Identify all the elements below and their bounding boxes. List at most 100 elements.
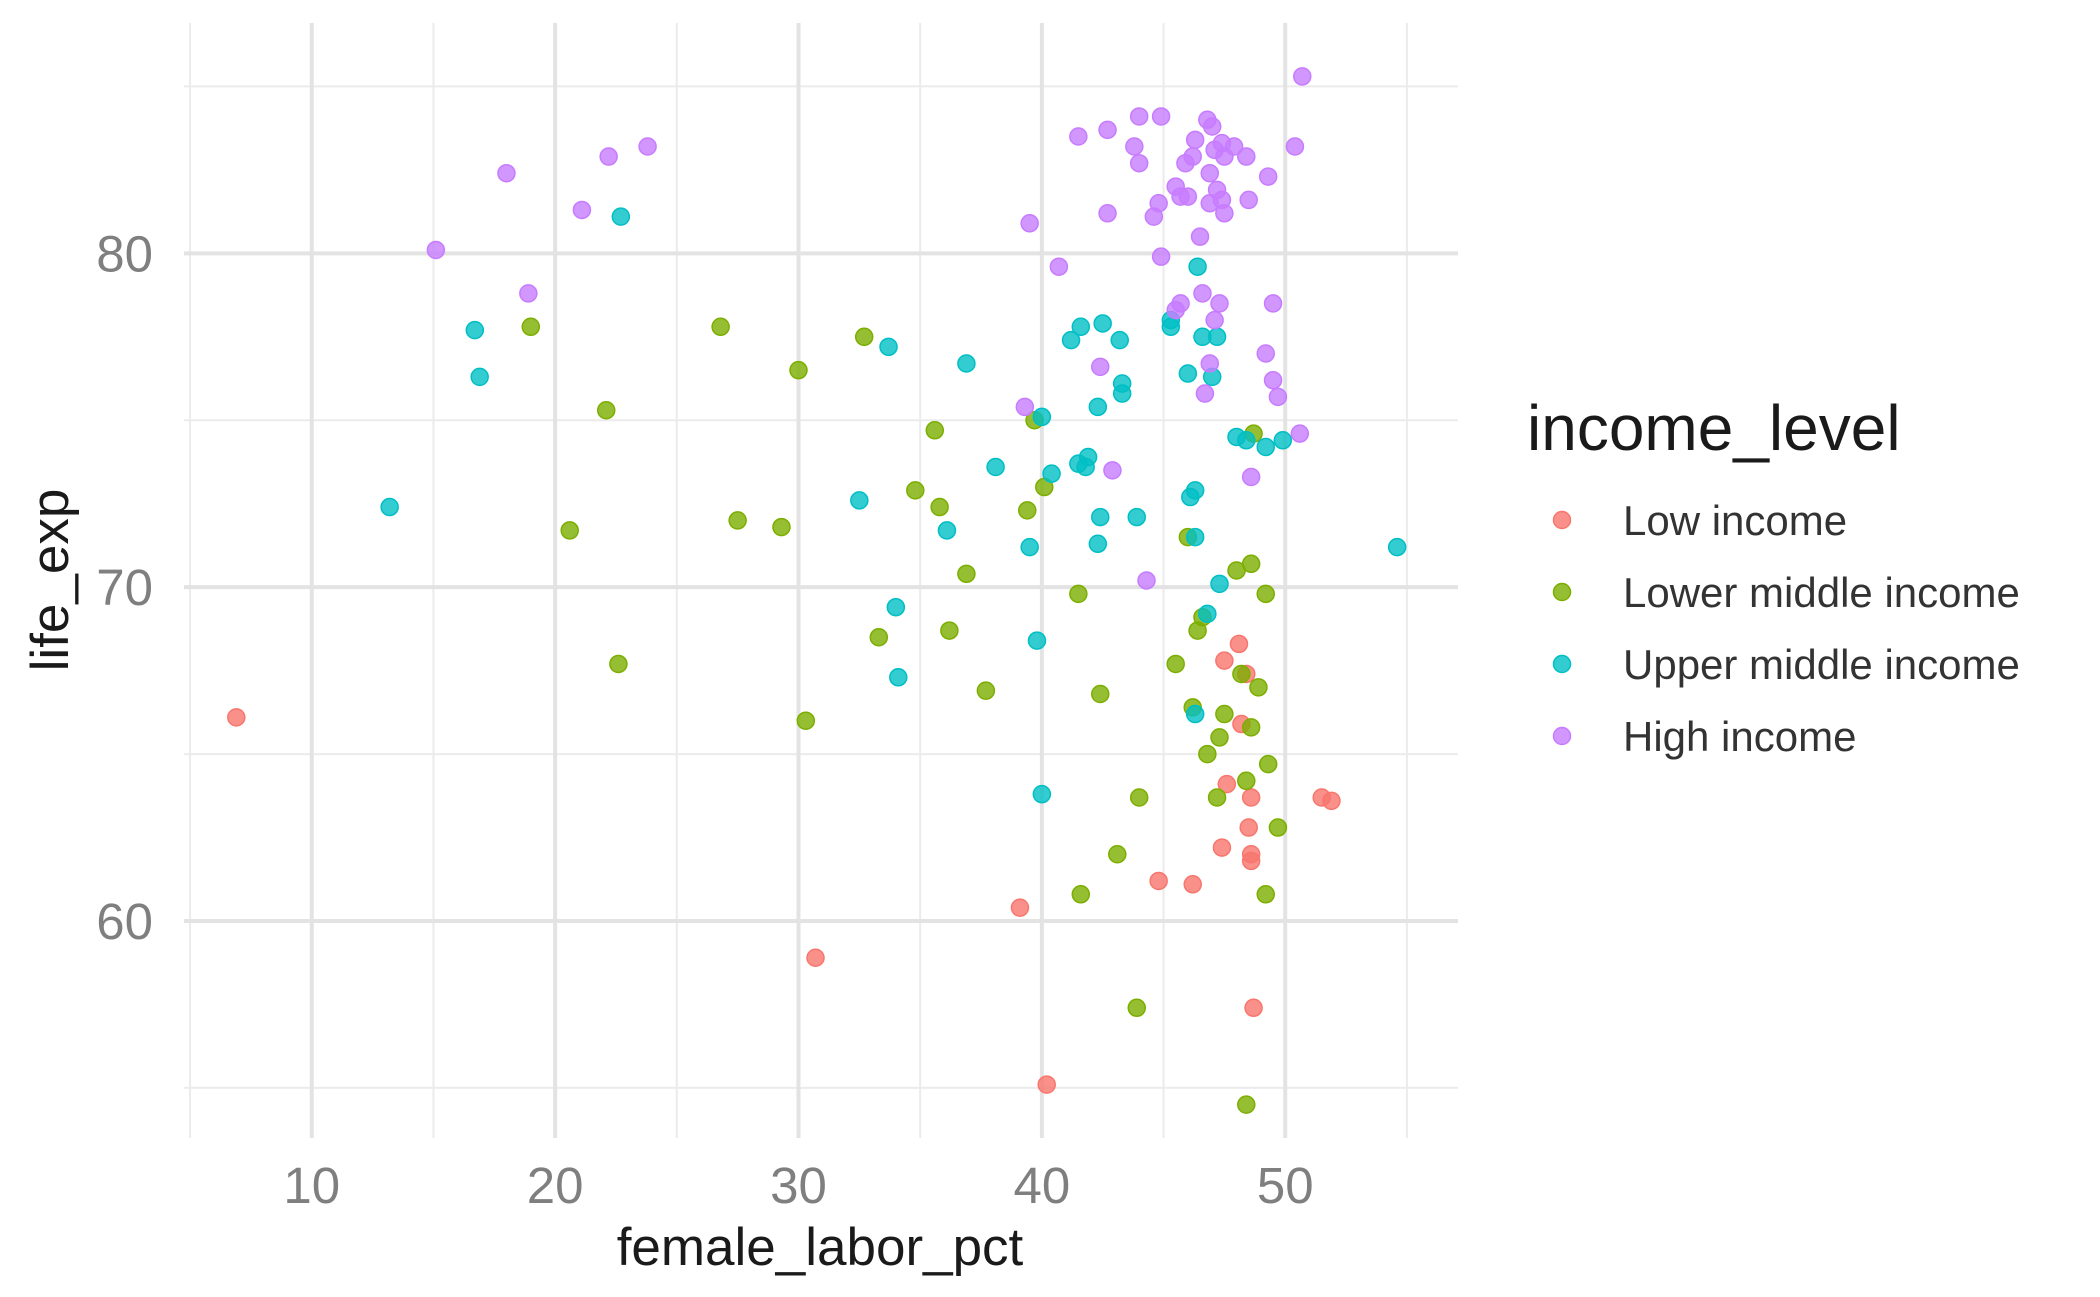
point-lower-middle-income — [1069, 584, 1088, 604]
point-high-income — [1190, 227, 1210, 246]
legend-item: Low income — [1552, 497, 1847, 544]
point-low-income — [1244, 998, 1263, 1018]
point-lower-middle-income — [560, 521, 579, 540]
point-high-income — [1091, 357, 1110, 377]
point-upper-middle-income — [1091, 507, 1110, 527]
point-lower-middle-income — [957, 564, 976, 584]
point-upper-middle-income — [1256, 437, 1275, 457]
point-upper-middle-income — [1032, 784, 1052, 804]
point-high-income — [1149, 194, 1168, 213]
point-high-income — [1263, 370, 1283, 390]
y-axis-tick-labels: 60 70 80 — [96, 225, 153, 950]
point-upper-middle-income — [1210, 574, 1229, 594]
x-tick-label: 50 — [1257, 1157, 1314, 1214]
point-high-income — [1098, 204, 1117, 223]
legend-item: Upper middle income — [1552, 641, 2020, 688]
point-upper-middle-income — [850, 491, 869, 510]
point-upper-middle-income — [1161, 317, 1181, 337]
point-lower-middle-income — [1166, 654, 1185, 674]
point-upper-middle-income — [1110, 330, 1129, 350]
point-high-income — [1178, 187, 1198, 206]
point-upper-middle-income — [1188, 257, 1207, 276]
point-lower-middle-income — [1207, 788, 1227, 807]
point-lower-middle-income — [1129, 788, 1149, 807]
point-high-income — [1137, 571, 1156, 590]
point-lower-middle-income — [1127, 998, 1147, 1018]
point-low-income — [1149, 871, 1168, 891]
legend-key-dot — [1552, 654, 1572, 674]
point-upper-middle-income — [1198, 604, 1217, 624]
point-high-income — [1129, 107, 1149, 126]
point-upper-middle-income — [1127, 507, 1147, 527]
point-lower-middle-income — [1256, 584, 1275, 604]
point-high-income — [1258, 167, 1278, 186]
point-lower-middle-income — [869, 628, 889, 647]
point-lower-middle-income — [1237, 771, 1256, 791]
legend-label: High income — [1623, 713, 1856, 760]
point-upper-middle-income — [886, 597, 906, 617]
point-lower-middle-income — [609, 654, 628, 674]
point-high-income — [1015, 397, 1035, 417]
point-lower-middle-income — [789, 360, 808, 380]
x-tick-label: 20 — [527, 1157, 584, 1214]
point-upper-middle-income — [380, 497, 399, 517]
x-axis-tick-labels: 10 20 30 40 50 — [283, 1157, 1313, 1214]
point-lower-middle-income — [854, 327, 874, 347]
point-high-income — [1285, 137, 1305, 156]
legend-label: Upper middle income — [1623, 641, 2020, 688]
point-high-income — [1200, 354, 1220, 373]
point-upper-middle-income — [611, 207, 631, 226]
point-upper-middle-income — [1088, 534, 1108, 554]
legend: income_level Low income Lower middle inco… — [1527, 392, 2020, 760]
point-low-income — [227, 708, 246, 727]
point-upper-middle-income — [1273, 431, 1293, 450]
point-high-income — [497, 163, 516, 183]
point-low-income — [1322, 791, 1341, 811]
point-high-income — [1200, 163, 1220, 183]
point-lower-middle-income — [1268, 818, 1288, 837]
point-high-income — [638, 137, 657, 156]
point-upper-middle-income — [1185, 527, 1205, 547]
legend-label: Lower middle income — [1623, 569, 2020, 616]
point-high-income — [1185, 130, 1205, 150]
point-upper-middle-income — [465, 320, 485, 340]
point-high-income — [519, 284, 538, 303]
point-upper-middle-income — [1207, 327, 1227, 347]
point-upper-middle-income — [1078, 447, 1098, 467]
point-lower-middle-income — [906, 481, 925, 500]
point-high-income — [1210, 294, 1229, 313]
point-high-income — [1224, 137, 1244, 156]
legend-item: Lower middle income — [1552, 569, 2020, 616]
point-lower-middle-income — [1215, 704, 1234, 724]
point-high-income — [572, 200, 592, 220]
point-lower-middle-income — [796, 711, 816, 730]
point-upper-middle-income — [1027, 631, 1047, 650]
point-high-income — [1202, 117, 1222, 136]
point-upper-middle-income — [1032, 407, 1052, 427]
point-high-income — [1020, 214, 1039, 233]
point-lower-middle-income — [1198, 744, 1217, 764]
point-lower-middle-income — [772, 517, 791, 537]
point-high-income — [1049, 257, 1069, 276]
point-upper-middle-income — [1112, 384, 1132, 403]
y-tick-label: 70 — [96, 559, 153, 616]
legend-title: income_level — [1527, 392, 1901, 464]
point-high-income — [426, 240, 446, 260]
data-points — [227, 67, 1407, 1114]
point-upper-middle-income — [957, 354, 976, 373]
legend-key-dot — [1552, 726, 1572, 746]
point-upper-middle-income — [1020, 537, 1039, 557]
point-lower-middle-income — [1232, 664, 1251, 684]
x-tick-label: 30 — [770, 1157, 827, 1214]
point-lower-middle-income — [930, 497, 949, 517]
point-low-income — [1241, 788, 1261, 807]
point-high-income — [1195, 384, 1215, 403]
point-lower-middle-income — [1091, 684, 1110, 704]
point-high-income — [1098, 120, 1117, 140]
point-high-income — [1256, 344, 1275, 363]
point-lower-middle-income — [711, 317, 730, 337]
point-low-income — [1212, 838, 1232, 857]
point-low-income — [1183, 875, 1202, 894]
point-high-income — [1239, 190, 1258, 210]
